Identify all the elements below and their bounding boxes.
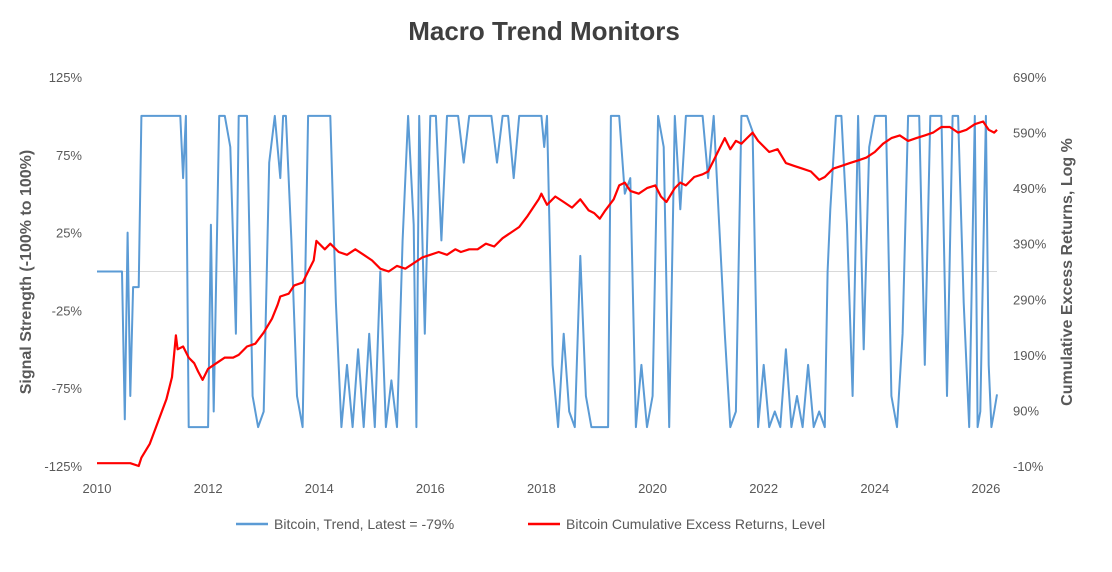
legend: Bitcoin, Trend, Latest = -79% Bitcoin Cu… — [236, 516, 825, 532]
x-tick-label: 2024 — [860, 481, 889, 496]
left-tick-label: -25% — [52, 303, 83, 318]
x-tick-label: 2016 — [416, 481, 445, 496]
series-layer — [97, 114, 998, 468]
y-axis-right-title: Cumulative Excess Returns, Log % — [1059, 138, 1076, 406]
right-tick-label: 390% — [1013, 237, 1047, 252]
right-tick-label: 290% — [1013, 292, 1047, 307]
right-tick-label: 90% — [1013, 403, 1039, 418]
legend-label-trend[interactable]: Bitcoin, Trend, Latest = -79% — [274, 516, 454, 532]
x-tick-label: 2026 — [971, 481, 1000, 496]
left-axis-ticks: 125% 75% 25% -25% -75% -125% — [44, 70, 82, 474]
left-tick-label: -75% — [52, 381, 83, 396]
right-tick-label: 190% — [1013, 348, 1047, 363]
series-line-trend — [97, 114, 998, 429]
x-tick-label: 2012 — [194, 481, 223, 496]
series-line-returns — [97, 120, 998, 468]
left-tick-label: 25% — [56, 226, 82, 241]
right-tick-label: -10% — [1013, 459, 1044, 474]
x-tick-label: 2010 — [83, 481, 112, 496]
y-axis-left-title: Signal Strength (-100% to 100%) — [18, 150, 35, 395]
chart-title: Macro Trend Monitors — [408, 16, 680, 46]
legend-label-returns[interactable]: Bitcoin Cumulative Excess Returns, Level — [566, 516, 825, 532]
right-tick-label: 590% — [1013, 126, 1047, 141]
x-tick-label: 2014 — [305, 481, 334, 496]
right-tick-label: 490% — [1013, 181, 1047, 196]
left-tick-label: 125% — [49, 70, 83, 85]
right-axis-ticks: 690% 590% 490% 390% 290% 190% 90% -10% — [1013, 70, 1047, 474]
x-tick-label: 2018 — [527, 481, 556, 496]
x-tick-label: 2020 — [638, 481, 667, 496]
left-tick-label: 75% — [56, 148, 82, 163]
right-tick-label: 690% — [1013, 70, 1047, 85]
x-tick-label: 2022 — [749, 481, 778, 496]
left-tick-label: -125% — [44, 459, 82, 474]
x-axis-ticks: 2010 2012 2014 2016 2018 2020 2022 2024 2026 — [83, 481, 1001, 496]
